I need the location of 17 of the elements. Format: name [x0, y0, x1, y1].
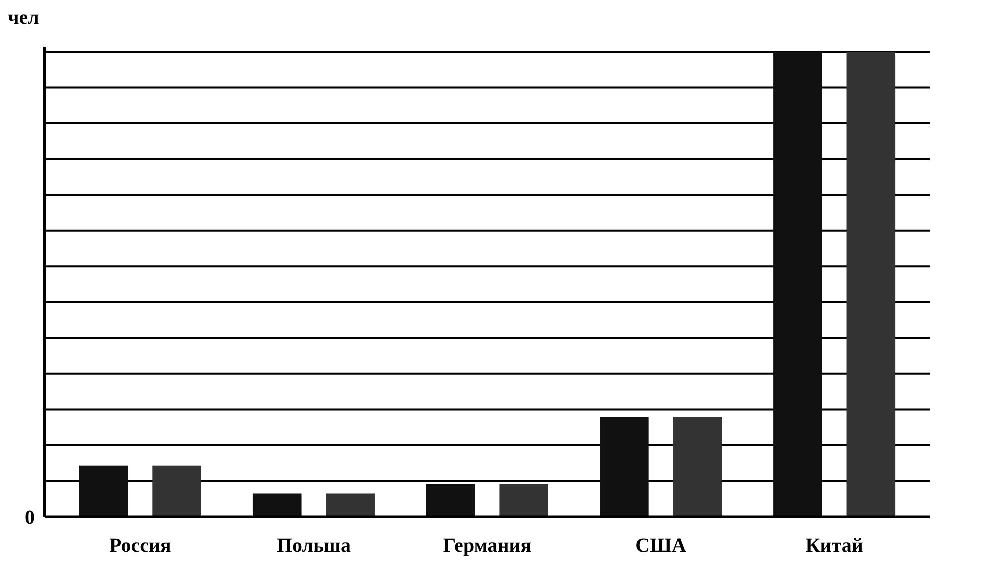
bar	[252, 494, 302, 517]
x-tick-label: США	[636, 535, 688, 557]
y-axis-title: чел	[8, 7, 40, 29]
bar	[600, 417, 649, 517]
x-tick-label: Китай	[806, 535, 864, 557]
bar	[326, 494, 375, 517]
bar	[79, 466, 128, 517]
bar	[426, 484, 476, 517]
bar	[774, 52, 822, 517]
bar	[846, 52, 896, 517]
x-tick-label: Россия	[110, 535, 172, 557]
text: 0	[25, 507, 35, 529]
x-tick-label: Польша	[276, 535, 351, 557]
bar	[152, 466, 202, 517]
x-tick-label: Германия	[443, 535, 532, 557]
bar	[673, 417, 722, 517]
bar	[500, 484, 549, 517]
